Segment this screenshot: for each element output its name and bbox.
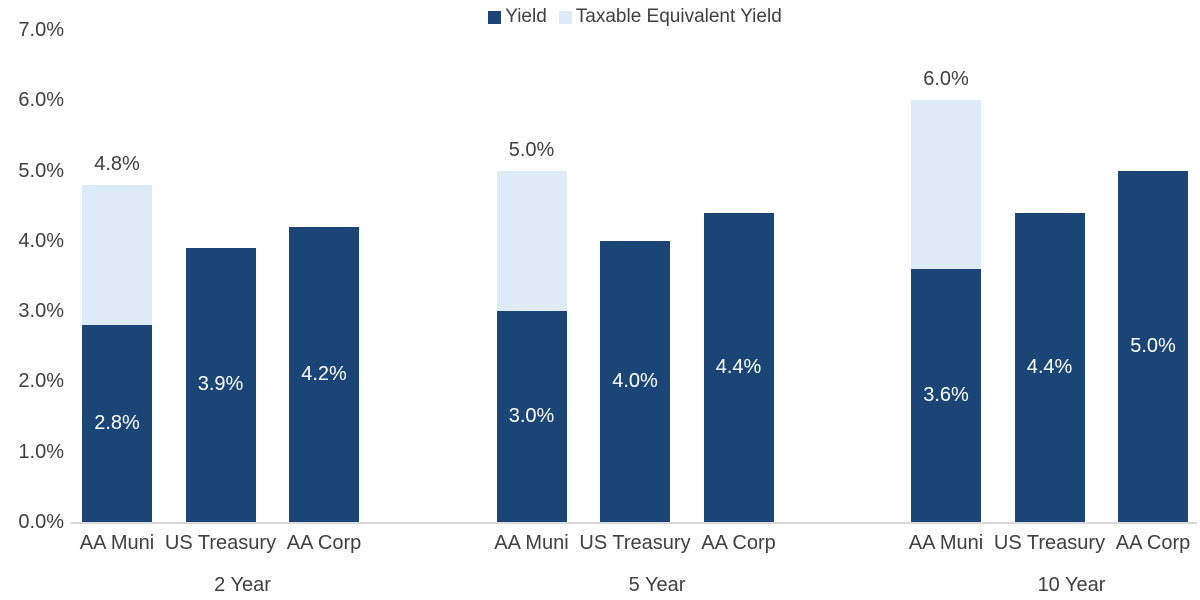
legend-item-yield: Yield [488, 6, 547, 28]
y-axis-tick-label: 5.0% [18, 159, 64, 182]
bar-yield-segment [1118, 170, 1188, 522]
bar-total-value-label: 6.0% [923, 68, 969, 91]
legend-item-taxable-equivalent-yield: Taxable Equivalent Yield [558, 6, 782, 28]
group-label: 2 Year [214, 574, 271, 596]
category-label: AA Muni [494, 532, 569, 554]
bar-taxable-equivalent-yield-segment [496, 170, 567, 312]
y-axis-tick-label: 0.0% [18, 511, 64, 533]
y-axis-tick-label: 2.0% [18, 370, 64, 393]
category-label: AA Muni [79, 532, 155, 554]
y-axis-tick-label: 7.0% [18, 19, 64, 41]
chart-legend: Yield Taxable Equivalent Yield [75, 4, 1195, 30]
y-axis-tick-label: 3.0% [18, 300, 64, 323]
bar-yield-segment [496, 311, 567, 522]
y-axis-tick-label: 6.0% [18, 89, 64, 112]
bar-total-value-label: 5.0% [508, 138, 555, 161]
bar-yield-segment [911, 268, 981, 522]
bar-taxable-equivalent-yield-segment [82, 184, 152, 326]
category-label: US Treasury [164, 532, 277, 554]
legend-label-yield: Yield [505, 6, 547, 27]
yield-legend-swatch-icon [488, 10, 502, 24]
y-axis-tick-label: 4.0% [18, 229, 64, 252]
taxable-equivalent-yield-legend-swatch-icon [558, 10, 572, 24]
category-label: AA Corp [701, 532, 776, 554]
category-label: US Treasury [993, 532, 1106, 554]
bar-yield-segment [82, 325, 152, 522]
bar-yield-segment [600, 240, 670, 522]
category-label: AA Muni [908, 532, 984, 554]
legend-label-taxable-equivalent-yield: Taxable Equivalent Yield [575, 6, 782, 27]
category-label: US Treasury [579, 532, 691, 554]
y-axis-tick-label: 1.0% [18, 440, 64, 463]
group-label: 5 Year [628, 574, 686, 596]
bar-yield-segment [289, 226, 359, 522]
bar-yield-segment [1014, 212, 1085, 522]
bar-yield-segment [185, 247, 256, 522]
bar-total-value-label: 4.8% [94, 152, 140, 175]
group-label: 10 Year [1037, 574, 1106, 596]
bar-taxable-equivalent-yield-segment [911, 100, 981, 269]
category-label: AA Corp [1115, 532, 1191, 554]
x-axis-line [71, 522, 1197, 524]
bar-yield-segment [703, 212, 774, 522]
category-label: AA Corp [286, 532, 362, 554]
